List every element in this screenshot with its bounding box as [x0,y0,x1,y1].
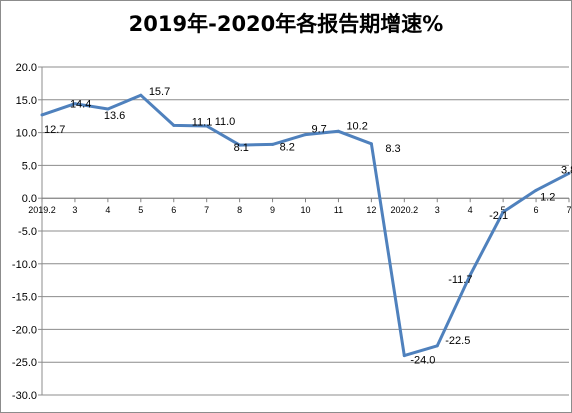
data-point-15 [534,188,538,192]
data-label-3: 15.7 [149,86,170,98]
data-label-13: -11.7 [448,274,472,286]
data-label-1: 14.4 [70,99,91,111]
data-label-5: 11.0 [215,116,236,128]
data-point-6 [238,143,242,147]
gridlines [42,66,569,396]
data-point-12 [435,344,439,348]
y-tick-label-1: 15.0 [16,95,37,107]
x-tick-label-11: 2020.2 [391,205,419,215]
data-point-13 [468,273,472,277]
data-label-15: 1.2 [540,191,555,203]
data-point-8 [304,133,307,137]
y-axis-ticks: 20.0 15.0 10.0 5.0 0.0 -5.0 -10.0 -15.0 -20.0 -25… [12,62,42,402]
data-label-0: 12.7 [44,124,65,136]
data-label-10: 8.3 [385,143,400,155]
x-tick-label-7: 9 [270,205,275,215]
data-point-10 [369,142,373,146]
x-axis-ticks: 2019.2 3 4 5 6 7 8 9 10 11 12 2020.2 3 4 5 6 7 [28,198,572,215]
y-tick-label-8: -20.0 [12,324,37,336]
data-label-12: -22.5 [445,335,470,347]
data-label-7: 8.2 [280,141,295,153]
x-tick-label-13: 4 [468,205,473,215]
x-tick-label-1: 3 [72,205,77,215]
y-tick-label-0: 20.0 [16,62,37,74]
data-point-9 [336,129,340,133]
x-tick-label-6: 8 [237,205,242,215]
data-point-2 [106,107,110,111]
x-tick-label-4: 6 [171,205,176,215]
y-tick-label-3: 5.0 [22,160,37,172]
data-label-9: 10.2 [346,120,367,132]
chart-title: 2019年-2020年各报告期增速% [128,12,444,36]
data-label-14: -2.1 [489,210,508,222]
y-tick-label-9: -25.0 [12,357,37,369]
data-point-11 [402,354,406,358]
data-point-7 [271,142,275,146]
x-tick-label-10: 12 [366,205,376,215]
x-tick-label-12: 3 [435,205,440,215]
x-tick-label-5: 7 [204,205,209,215]
x-tick-label-15: 6 [534,205,539,215]
data-label-6: 8.1 [234,142,249,154]
x-tick-label-0: 2019.2 [28,205,56,215]
data-label-8: 9.7 [312,124,327,136]
data-point-16 [567,171,571,175]
x-tick-label-9: 11 [334,205,343,215]
data-point-14 [501,210,505,214]
x-tick-label-2: 4 [105,205,110,215]
y-tick-label-4: 0.0 [22,193,37,205]
data-label-2: 13.6 [104,110,125,122]
series [40,93,571,358]
y-tick-label-2: 10.0 [16,128,37,140]
data-point-5 [205,124,209,128]
data-point-4 [172,123,176,127]
data-point-1 [73,102,77,106]
y-tick-label-10: -30.0 [12,390,37,402]
data-labels: 12.7 14.4 13.6 15.7 11.1 11.0 8.1 8.2 9.7 10.2 8.3… [44,86,572,366]
data-label-16: 3.8 [561,164,572,176]
data-label-11: -24.0 [410,355,435,367]
y-tick-label-6: -10.0 [12,259,37,271]
data-label-4: 11.1 [192,116,213,128]
data-point-3 [139,93,143,97]
x-tick-label-8: 10 [300,205,310,215]
x-tick-label-16: 7 [566,205,571,215]
x-tick-label-3: 5 [138,205,143,215]
y-tick-label-5: -5.0 [18,226,37,238]
y-tick-label-7: -15.0 [12,292,37,304]
data-point-0 [40,113,44,117]
